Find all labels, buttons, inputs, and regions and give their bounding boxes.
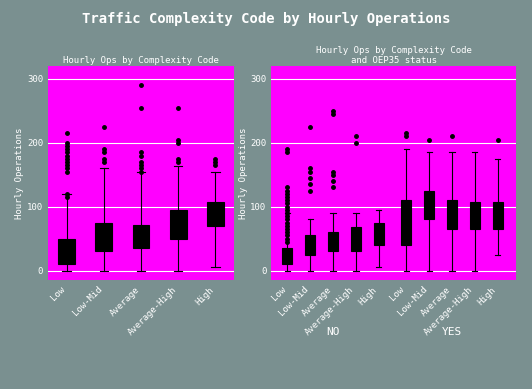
- Title: Hourly Ops by Complexity Code: Hourly Ops by Complexity Code: [63, 56, 219, 65]
- PathPatch shape: [95, 223, 112, 251]
- PathPatch shape: [305, 235, 315, 254]
- Y-axis label: Hourly Operations: Hourly Operations: [238, 128, 247, 219]
- PathPatch shape: [282, 248, 293, 264]
- PathPatch shape: [351, 227, 361, 251]
- PathPatch shape: [424, 191, 434, 219]
- PathPatch shape: [447, 200, 457, 229]
- PathPatch shape: [401, 200, 411, 245]
- PathPatch shape: [132, 224, 149, 248]
- PathPatch shape: [470, 202, 480, 229]
- PathPatch shape: [170, 210, 187, 238]
- Title: Hourly Ops by Complexity Code
and OEP35 status: Hourly Ops by Complexity Code and OEP35 …: [316, 46, 471, 65]
- Y-axis label: Hourly Operations: Hourly Operations: [15, 128, 24, 219]
- PathPatch shape: [328, 232, 338, 251]
- Text: YES: YES: [442, 327, 462, 337]
- Text: Traffic Complexity Code by Hourly Operations: Traffic Complexity Code by Hourly Operat…: [82, 12, 450, 26]
- PathPatch shape: [207, 202, 224, 226]
- PathPatch shape: [493, 202, 503, 229]
- PathPatch shape: [373, 223, 384, 245]
- PathPatch shape: [58, 238, 75, 264]
- Text: NO: NO: [326, 327, 340, 337]
